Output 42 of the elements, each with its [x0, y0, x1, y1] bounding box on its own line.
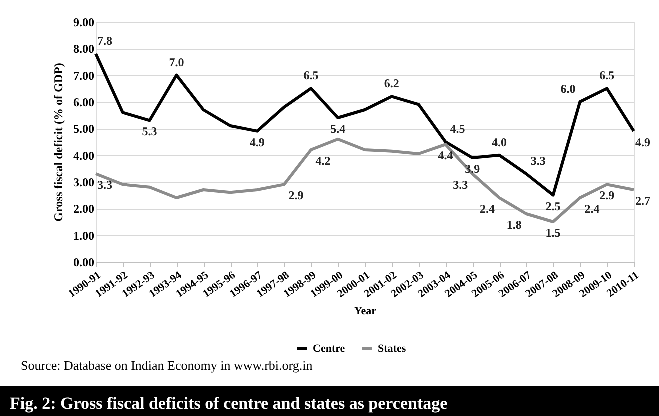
data-label: 2.5 [546, 199, 561, 214]
y-tick-label: 4.00 [74, 148, 94, 163]
y-tick-label: 7.00 [74, 68, 94, 83]
data-label: 3.3 [98, 178, 112, 192]
data-label: 3.9 [465, 162, 480, 176]
data-label: 5.3 [142, 124, 158, 139]
data-label: 2.7 [636, 194, 650, 208]
legend-label: Centre [313, 342, 346, 355]
data-label: 2.4 [584, 202, 600, 216]
data-label: 4.2 [316, 154, 331, 168]
y-tick-label: 8.00 [74, 42, 94, 56]
data-label: 4.9 [636, 135, 650, 150]
data-label: 4.0 [492, 135, 507, 150]
data-label: 6.0 [560, 82, 576, 96]
data-label: 4.9 [250, 135, 265, 150]
data-label: 6.2 [384, 76, 400, 91]
y-tick-label: 9.00 [74, 16, 94, 30]
source-note: Source: Database on Indian Economy in www.rbi.org.in [21, 358, 314, 373]
y-tick-label: 1.00 [74, 228, 94, 243]
data-label: 4.5 [450, 122, 466, 136]
data-label: 5.4 [330, 122, 346, 136]
y-tick-label: 5.00 [74, 122, 94, 136]
legend-label: States [378, 342, 407, 355]
data-label: 2.9 [600, 188, 615, 203]
data-label: 3.3 [530, 154, 546, 168]
data-label: 2.9 [288, 188, 304, 203]
y-tick-label: 3.00 [74, 176, 94, 190]
data-label: 6.5 [304, 68, 319, 83]
caption: Fig. 2: Gross fiscal deficits of centre and states as percentage [10, 394, 448, 413]
data-label: 4.4 [438, 148, 454, 163]
data-label: 7.8 [98, 34, 112, 48]
data-label: 2.4 [480, 202, 495, 216]
y-tick-label: 6.00 [74, 96, 94, 110]
data-label: 1.5 [546, 226, 561, 240]
y-tick-label: 0.00 [74, 256, 94, 270]
data-label: 3.3 [453, 178, 468, 192]
data-label: 7.0 [169, 55, 184, 70]
y-tick-label: 2.00 [74, 202, 94, 216]
data-label: 1.8 [506, 218, 522, 232]
y-axis-title: Gross fiscal deficit (% of GDP) [52, 63, 66, 222]
data-label: 6.5 [600, 68, 615, 83]
x-axis-title: Year [354, 306, 377, 318]
